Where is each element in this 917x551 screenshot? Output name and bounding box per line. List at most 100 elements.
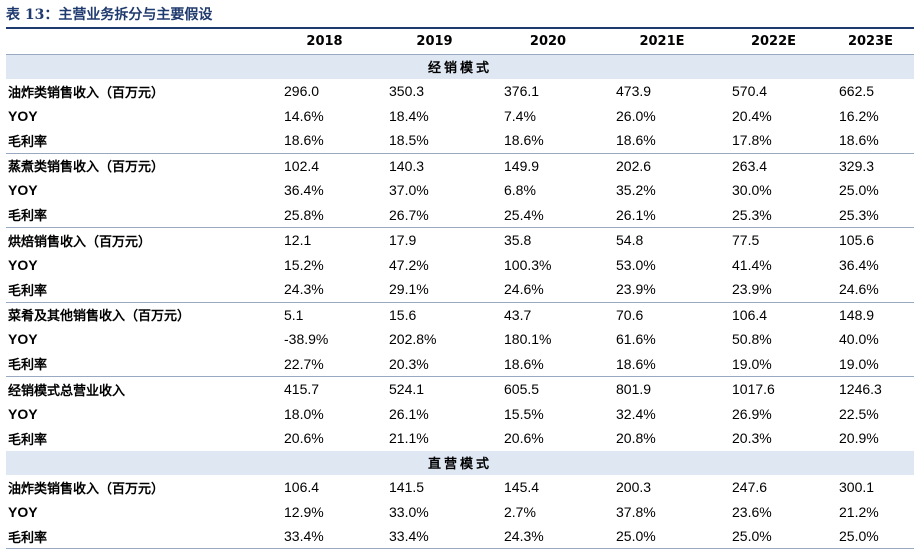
header-blank — [6, 29, 272, 55]
value-cell: 22.5% — [839, 405, 879, 422]
section-title: 直营模式 — [6, 450, 914, 475]
value-cell: 106.4 — [720, 301, 827, 327]
table-row: 菜肴及其他销售收入（百万元） 5.1 15.6 43.7 70.6 106.4 148.9 — [6, 301, 914, 327]
value-cell: 25.4% — [504, 206, 544, 223]
value-cell: 570.4 — [732, 83, 768, 100]
value-cell: 20.6% — [504, 430, 544, 447]
value-cell: 662.5 — [839, 83, 875, 100]
row-label: YOY — [8, 405, 38, 422]
value-cell: 47.2% — [389, 256, 429, 273]
value-cell: 23.6% — [732, 503, 772, 520]
value-cell: 148.9 — [827, 301, 914, 327]
value-cell: 19.0% — [732, 355, 772, 372]
value-cell: 25.8% — [284, 206, 324, 223]
value-cell: 24.6% — [504, 281, 544, 298]
value-cell: 23.9% — [616, 281, 656, 298]
table-row: 毛利率 33.4% 33.4% 24.3% 25.0% 25.0% 25.0% — [6, 524, 914, 549]
value-cell: 5.1 — [272, 301, 377, 327]
value-cell: 2.7% — [504, 503, 536, 520]
value-cell: 36.4% — [839, 256, 879, 273]
value-cell: 26.7% — [389, 206, 429, 223]
table-row: 油炸类销售收入（百万元） 106.4 141.5 145.4 200.3 247.6 300… — [6, 475, 914, 500]
table-row: 毛利率 22.7% 20.3% 18.6% 18.6% 19.0% 19.0% — [6, 352, 914, 377]
row-label: 烘焙销售收入（百万元） — [6, 227, 272, 253]
value-cell: 6.8% — [504, 182, 536, 199]
value-cell: 33.4% — [389, 528, 429, 545]
table-row: YOY 15.2% 47.2% 100.3% 53.0% 41.4% 36.4% — [6, 253, 914, 278]
value-cell: 15.6 — [377, 301, 492, 327]
value-cell: 14.6% — [284, 107, 324, 124]
value-cell: 21.1% — [389, 430, 429, 447]
value-cell: 106.4 — [284, 479, 320, 496]
value-cell: 77.5 — [720, 227, 827, 253]
value-cell: 140.3 — [377, 152, 492, 178]
value-cell: 20.3% — [732, 430, 772, 447]
column-header-2021e: 2021E — [604, 29, 720, 55]
table-bottom-rule — [6, 548, 914, 549]
table-row: YOY 36.4% 37.0% 6.8% 35.2% 30.0% 25.0% — [6, 178, 914, 203]
value-cell: 202.8% — [389, 331, 437, 348]
value-cell: 12.9% — [284, 503, 324, 520]
value-cell: 263.4 — [720, 152, 827, 178]
row-label: YOY — [8, 256, 38, 273]
value-cell: 202.6 — [604, 152, 720, 178]
table-row: 烘焙销售收入（百万元） 12.1 17.9 35.8 54.8 77.5 105.6 — [6, 227, 914, 253]
value-cell: 26.9% — [732, 405, 772, 422]
value-cell: 18.0% — [284, 405, 324, 422]
value-cell: 29.1% — [389, 281, 429, 298]
value-cell: 20.6% — [284, 430, 324, 447]
row-label: 毛利率 — [8, 134, 48, 150]
value-cell: 21.2% — [839, 503, 879, 520]
row-label: 毛利率 — [8, 283, 48, 299]
table-row: 毛利率 20.6% 21.1% 20.6% 20.8% 20.3% 20.9% — [6, 426, 914, 451]
value-cell: 18.6% — [504, 132, 544, 149]
value-cell: 35.2% — [616, 182, 656, 199]
table-row: 经销模式总营业收入 415.7 524.1 605.5 801.9 1017.6 1246.… — [6, 376, 914, 402]
value-cell: 1246.3 — [827, 376, 914, 402]
value-cell: 70.6 — [604, 301, 720, 327]
value-cell: 25.0% — [616, 528, 656, 545]
value-cell: 15.2% — [284, 256, 324, 273]
value-cell: 26.1% — [389, 405, 429, 422]
value-cell: 25.0% — [839, 182, 879, 199]
value-cell: 18.6% — [504, 355, 544, 372]
row-label: 毛利率 — [8, 432, 48, 448]
value-cell: 30.0% — [732, 182, 772, 199]
value-cell: 54.8 — [604, 227, 720, 253]
row-label: 毛利率 — [8, 358, 48, 374]
table-row: YOY -38.9% 202.8% 180.1% 61.6% 50.8% 40.0% — [6, 327, 914, 352]
value-cell: 35.8 — [492, 227, 604, 253]
column-header-2023e: 2023E — [827, 29, 914, 55]
row-label: 菜肴及其他销售收入（百万元） — [6, 301, 272, 327]
value-cell: -38.9% — [284, 331, 329, 348]
value-cell: 141.5 — [389, 479, 425, 496]
value-cell: 19.0% — [839, 355, 879, 372]
value-cell: 37.0% — [389, 182, 429, 199]
value-cell: 37.8% — [616, 503, 656, 520]
table-title: 表 13：主营业务拆分与主要假设 — [6, 7, 213, 23]
value-cell: 20.8% — [616, 430, 656, 447]
row-label: 油炸类销售收入（百万元） — [8, 481, 165, 497]
value-cell: 53.0% — [616, 256, 656, 273]
title-underline — [6, 27, 914, 29]
column-header-2018: 2018 — [272, 29, 377, 55]
value-cell: 26.0% — [616, 107, 656, 124]
row-label: 蒸煮类销售收入（百万元） — [6, 152, 272, 178]
value-cell: 296.0 — [284, 83, 320, 100]
value-cell: 22.7% — [284, 355, 324, 372]
value-cell: 18.6% — [616, 355, 656, 372]
value-cell: 32.4% — [616, 405, 656, 422]
value-cell: 7.4% — [504, 107, 536, 124]
table-row: YOY 18.0% 26.1% 15.5% 32.4% 26.9% 22.5% — [6, 402, 914, 427]
value-cell: 25.0% — [732, 528, 772, 545]
row-label: YOY — [8, 107, 38, 124]
value-cell: 300.1 — [839, 479, 875, 496]
value-cell: 16.2% — [839, 107, 879, 124]
value-cell: 40.0% — [839, 331, 879, 348]
value-cell: 43.7 — [492, 301, 604, 327]
table-row: 毛利率 25.8% 26.7% 25.4% 26.1% 25.3% 25.3% — [6, 203, 914, 228]
row-label: YOY — [8, 503, 38, 520]
value-cell: 26.1% — [616, 206, 656, 223]
value-cell: 350.3 — [389, 83, 425, 100]
value-cell: 473.9 — [616, 83, 652, 100]
